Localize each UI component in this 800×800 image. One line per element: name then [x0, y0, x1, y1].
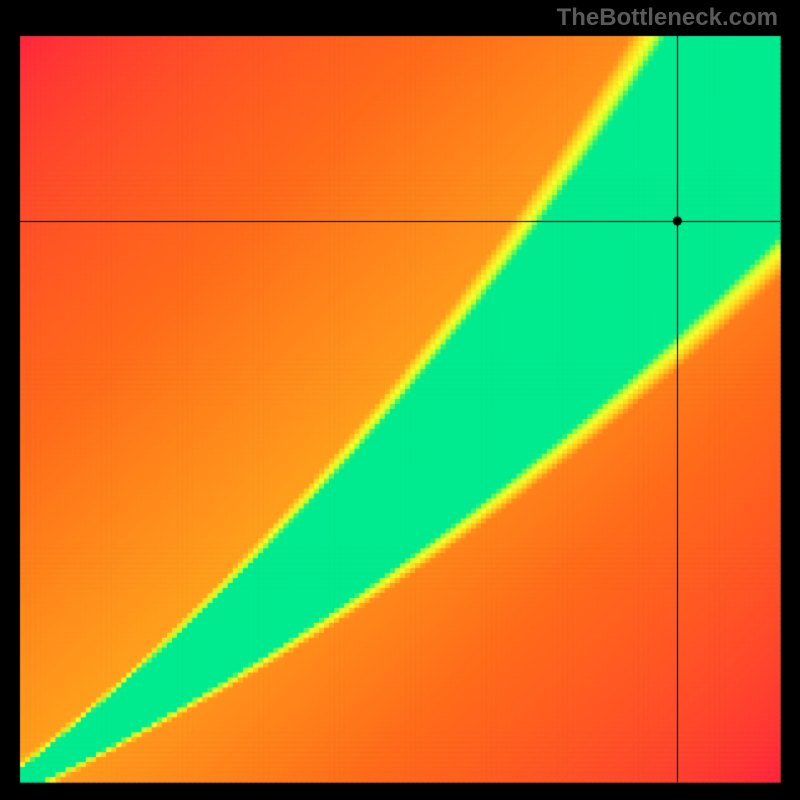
- watermark-text: TheBottleneck.com: [557, 4, 778, 32]
- bottleneck-heatmap: [0, 0, 800, 800]
- chart-container: TheBottleneck.com: [0, 0, 800, 800]
